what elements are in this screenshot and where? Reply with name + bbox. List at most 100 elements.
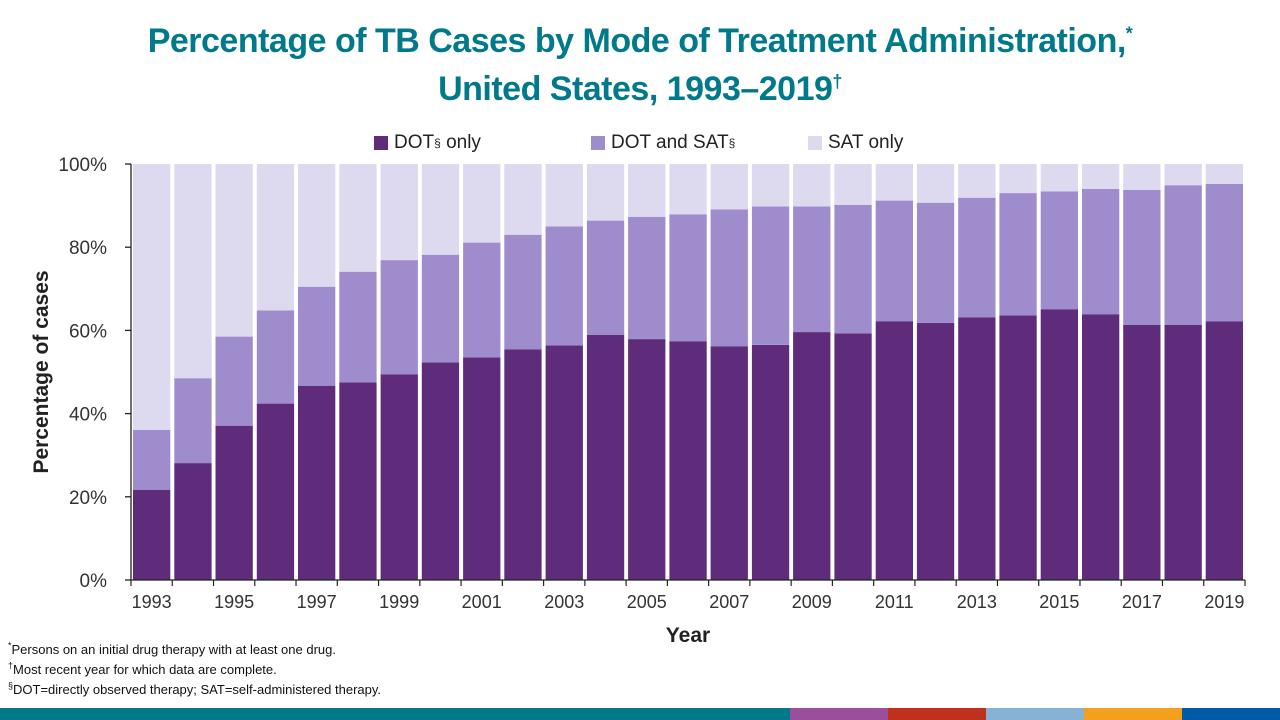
bar-dot-only-2002	[504, 349, 542, 580]
bar-dot-only-1995	[215, 425, 253, 580]
bar-sat-only-2011	[875, 164, 913, 201]
footnote-mark: *	[8, 640, 12, 651]
footnote-text: Persons on an initial drug therapy with …	[11, 642, 336, 657]
chart-title-line2: United States, 1993–2019†	[0, 70, 1280, 109]
bar-dot-only-1999	[380, 374, 418, 580]
footnotes: *Persons on an initial drug therapy with…	[8, 640, 381, 700]
bar-dot-only-2015	[1040, 309, 1078, 580]
bar-sat-only-2003	[545, 164, 583, 227]
y-tick-label: 40%	[69, 405, 107, 426]
bar-dot-and-sat-2002	[504, 234, 542, 350]
footnote-mark: §	[8, 680, 14, 691]
bar-dot-only-1998	[339, 382, 377, 580]
bar-dot-only-2000	[421, 362, 460, 580]
bar-dot-and-sat-2004	[586, 220, 625, 335]
bar-dot-and-sat-2018	[1164, 185, 1202, 325]
x-tick-label: 2015	[1039, 592, 1079, 612]
bar-dot-and-sat-2017	[1123, 189, 1161, 325]
bar-sat-only-2007	[710, 164, 748, 210]
legend: DOT § only DOT and SAT § SAT only	[0, 132, 1280, 158]
bar-dot-and-sat-2012	[916, 202, 955, 323]
bar-dot-only-2013	[958, 317, 996, 580]
x-tick-label: 1995	[214, 592, 254, 612]
bar-sat-only-2013	[958, 164, 996, 198]
bottom-bar-segment	[0, 708, 790, 720]
bottom-bar-segment	[888, 708, 986, 720]
legend-label-suffix: only	[440, 132, 481, 153]
footnote-3: §DOT=directly observed therapy; SAT=self…	[8, 680, 381, 700]
bar-dot-only-1997	[298, 385, 336, 580]
x-tick-label: 2011	[875, 592, 914, 612]
bar-sat-only-2012	[916, 164, 955, 203]
y-tick-label: 20%	[69, 488, 107, 509]
bar-dot-and-sat-2016	[1082, 189, 1120, 315]
title-subtext: United States, 1993–2019	[438, 70, 833, 108]
bar-sat-only-2018	[1164, 164, 1202, 186]
bar-dot-and-sat-2009	[793, 206, 831, 332]
bar-dot-only-1994	[174, 463, 212, 580]
bar-dot-and-sat-2015	[1040, 191, 1078, 310]
bar-dot-only-2017	[1123, 325, 1161, 580]
bar-sat-only-1997	[298, 164, 336, 287]
title-footnote-mark: †	[832, 71, 842, 92]
bar-dot-only-2012	[916, 322, 955, 580]
bar-dot-and-sat-1996	[256, 310, 295, 404]
bar-dot-only-2001	[463, 357, 501, 580]
x-tick-label: 2007	[709, 592, 749, 612]
footnote-text: DOT=directly observed therapy; SAT=self-…	[13, 682, 382, 697]
bar-sat-only-1996	[256, 164, 295, 311]
bar-dot-and-sat-2013	[958, 197, 996, 318]
bar-sat-only-2006	[669, 164, 707, 215]
bar-sat-only-2000	[421, 164, 460, 255]
x-tick-label: 1997	[297, 592, 337, 612]
x-tick-label: 1999	[379, 592, 419, 612]
bottom-bar-segment	[1084, 708, 1182, 720]
bar-dot-only-2005	[628, 339, 666, 580]
bar-dot-and-sat-2007	[710, 209, 748, 347]
legend-label: SAT only	[828, 132, 904, 153]
bar-dot-and-sat-2001	[463, 242, 501, 358]
legend-item-sat-only: SAT only	[808, 132, 903, 154]
bar-dot-only-2018	[1164, 325, 1202, 580]
x-tick-label: 2013	[957, 592, 997, 612]
y-tick-label: 80%	[69, 238, 107, 259]
bar-sat-only-2017	[1123, 164, 1161, 190]
legend-swatch-sat-only	[808, 136, 822, 150]
bar-dot-and-sat-2008	[751, 206, 790, 345]
bar-dot-only-2004	[586, 335, 625, 580]
legend-swatch-dot-and-sat	[591, 136, 605, 150]
bottom-bar-segment	[986, 708, 1084, 720]
bottom-color-bar	[0, 708, 1280, 720]
x-tick-label: 1993	[132, 592, 172, 612]
bar-sat-only-1993	[133, 164, 171, 430]
footnote-2: †Most recent year for which data are com…	[8, 660, 381, 680]
bar-dot-only-2008	[751, 345, 790, 580]
y-tick-label: 60%	[69, 321, 107, 342]
bar-dot-and-sat-2019	[1205, 184, 1243, 322]
y-tick-label: 0%	[80, 571, 108, 592]
bar-dot-only-2009	[793, 332, 831, 580]
bar-sat-only-1998	[339, 164, 377, 272]
bar-dot-and-sat-1997	[298, 286, 336, 386]
bar-dot-and-sat-1994	[174, 378, 212, 464]
bar-dot-only-2019	[1205, 321, 1243, 580]
y-axis-title: Percentage of cases	[30, 270, 53, 473]
legend-label: DOT and SAT	[611, 132, 729, 153]
bottom-bar-segment	[790, 708, 888, 720]
bar-dot-and-sat-1998	[339, 271, 377, 383]
x-tick-label: 2005	[627, 592, 667, 612]
bar-dot-only-2007	[710, 346, 748, 580]
bar-dot-and-sat-2005	[628, 216, 666, 340]
bar-sat-only-2008	[751, 164, 790, 207]
bar-sat-only-1995	[215, 164, 253, 337]
bar-dot-and-sat-1993	[133, 429, 171, 490]
bar-sat-only-2009	[793, 164, 831, 207]
footnote-mark: †	[8, 660, 14, 671]
legend-swatch-dot-only	[374, 136, 388, 150]
bar-dot-and-sat-1995	[215, 336, 253, 426]
bar-dot-only-2003	[545, 345, 583, 580]
bottom-bar-segment	[1182, 708, 1280, 720]
bar-sat-only-2002	[504, 164, 542, 235]
bar-dot-and-sat-2003	[545, 226, 583, 346]
